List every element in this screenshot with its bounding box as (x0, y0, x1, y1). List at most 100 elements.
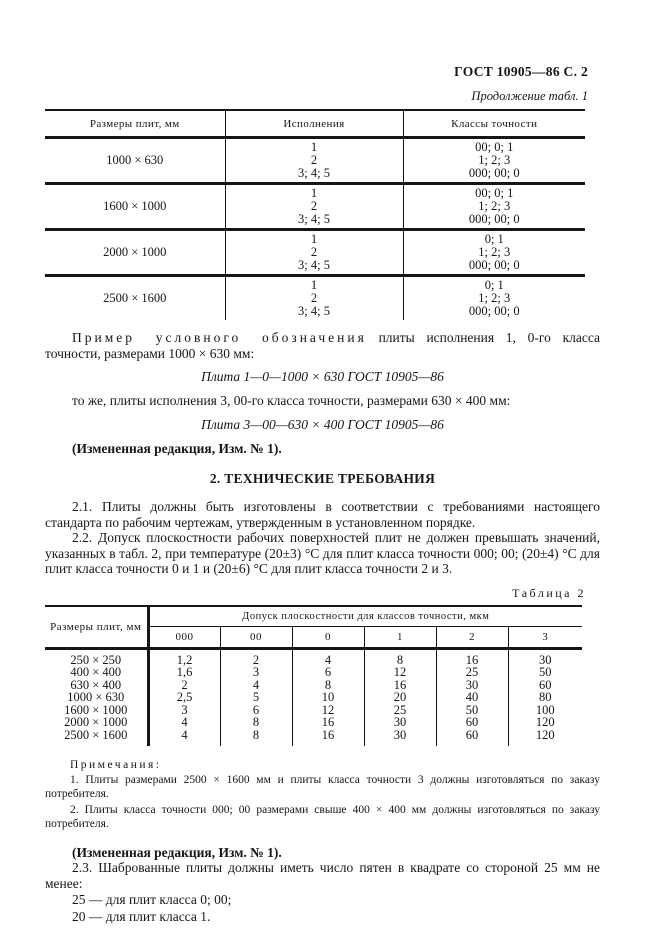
class-line: 1; 2; 3 (478, 153, 511, 167)
tolerance-value: 12 (363, 666, 436, 679)
versions-cell: 1 2 3; 4; 5 (224, 275, 403, 320)
version-line: 2 (310, 199, 318, 213)
tolerance-value: 2 (147, 679, 220, 692)
class-line: 0; 1 (484, 278, 504, 292)
table1-header-row: Размеры плит, мм Исполнения Классы точно… (45, 110, 585, 139)
class-line: 00; 0; 1 (475, 186, 514, 200)
tolerance-value: 20 (363, 691, 436, 704)
tolerance-value: 3 (147, 704, 220, 717)
plate-size: 400 × 400 (45, 666, 150, 679)
table-row: 630 × 400 2 4 8 16 30 60 (45, 679, 583, 692)
classes-cell: 00; 0; 1 1; 2; 3 000; 00; 0 (402, 137, 585, 185)
tolerance-value: 10 (291, 691, 364, 704)
class-header: 000 (148, 626, 220, 650)
version-line: 3; 4; 5 (298, 304, 330, 318)
paragraph-2-3: 2.3. Шаброванные плиты должны иметь числ… (45, 860, 600, 891)
amended-revision-note-1: (Измененная редакция, Изм. № 1). (72, 440, 282, 456)
versions-cell: 1 2 3; 4; 5 (224, 137, 403, 185)
tolerance-value: 40 (435, 691, 508, 704)
tolerance-value: 8 (291, 679, 364, 692)
designation-example-1: Плита 1—0—1000 × 630 ГОСТ 10905—86 (201, 369, 444, 384)
tolerance-value: 50 (507, 666, 583, 679)
table-row: 1000 × 630 1 2 3; 4; 5 00; 0; 1 1; 2; 3 … (45, 137, 585, 185)
table-row: 250 × 250 1,2 2 4 8 16 30 (45, 648, 583, 667)
tolerance-value: 5 (219, 691, 292, 704)
table1-plate-sizes: Размеры плит, мм Исполнения Классы точно… (45, 109, 585, 320)
class-header: 3 (507, 626, 583, 650)
class-header: 0 (291, 626, 364, 650)
tolerance-value: 60 (435, 716, 508, 730)
version-line: 1 (310, 140, 318, 154)
tolerance-value: 30 (363, 716, 436, 730)
tolerance-value: 4 (219, 679, 292, 692)
class-line: 000; 00; 0 (468, 212, 520, 226)
section-2-heading: 2. ТЕХНИЧЕСКИЕ ТРЕБОВАНИЯ (209, 471, 436, 486)
same-as-paragraph: то же, плиты исполнения 3, 00-го класса … (72, 393, 511, 408)
class-line: 00; 0; 1 (475, 140, 514, 154)
amended-revision-note-2: (Измененная редакция, Изм. № 1). (72, 844, 282, 860)
table2-subheader-row: 000 00 0 1 2 3 (45, 626, 583, 650)
table1-header-classes: Классы точности (402, 110, 585, 139)
tolerance-value: 30 (507, 648, 583, 667)
version-line: 2 (310, 291, 318, 305)
tolerance-value: 4 (147, 729, 220, 746)
plate-size: 1000 × 630 (45, 137, 225, 185)
version-line: 3; 4; 5 (298, 212, 330, 226)
table-row: 2500 × 1600 1 2 3; 4; 5 0; 1 1; 2; 3 000… (45, 275, 585, 320)
tolerance-value: 30 (435, 679, 508, 692)
plate-size: 2500 × 1600 (103, 291, 167, 305)
tolerance-value: 4 (147, 716, 220, 730)
tolerance-value: 16 (291, 729, 364, 746)
table-row: 1600 × 1000 1 2 3; 4; 5 00; 0; 1 1; 2; 3… (45, 183, 585, 231)
version-line: 3; 4; 5 (298, 166, 330, 180)
tolerance-value: 2,5 (147, 691, 220, 704)
example-lead-spaced: Пример условного обозначения (72, 330, 367, 345)
class-line: 1; 2; 3 (478, 291, 511, 305)
table1-header-sizes: Размеры плит, мм (45, 110, 225, 139)
class-header: 00 (219, 626, 292, 650)
tolerance-value: 12 (291, 704, 364, 717)
tolerance-value: 120 (507, 716, 583, 730)
tolerance-value: 6 (219, 704, 292, 717)
tolerance-value: 100 (507, 704, 583, 717)
notes-label: Примечания: (70, 758, 162, 771)
paragraph-2-2: 2.2. Допуск плоскостности рабочих поверх… (45, 530, 600, 576)
tolerance-value: 60 (435, 729, 508, 746)
tolerance-value: 80 (507, 691, 583, 704)
tolerance-value: 2 (219, 648, 292, 667)
class-line: 000; 00; 0 (468, 166, 520, 180)
tolerance-value: 6 (291, 666, 364, 679)
table-row: 2500 × 1600 4 8 16 30 60 120 (45, 729, 583, 746)
tolerance-value: 8 (219, 716, 292, 730)
class-line: 000; 00; 0 (468, 258, 520, 272)
paragraph-2-1: 2.1. Плиты должны быть изготовлены в соо… (45, 499, 600, 530)
table-row: 1000 × 630 2,5 5 10 20 40 80 (45, 691, 583, 704)
table-row: 2000 × 1000 1 2 3; 4; 5 0; 1 1; 2; 3 000… (45, 229, 585, 277)
class-line: 1; 2; 3 (478, 245, 511, 259)
class-header: 1 (363, 626, 436, 650)
table2-label: Таблица 2 (512, 585, 586, 600)
note-item: 1. Плиты размерами 2500 × 1600 мм и плит… (45, 773, 600, 800)
page-header: ГОСТ 10905—86 С. 2 (454, 64, 588, 79)
tolerance-value: 50 (435, 704, 508, 717)
table-row: 400 × 400 1,6 3 6 12 25 50 (45, 666, 583, 679)
plate-size: 1000 × 630 (45, 691, 150, 704)
plate-size: 2000 × 1000 (45, 229, 225, 277)
tolerance-value: 16 (435, 648, 508, 667)
note-item: 2. Плиты класса точности 000; 00 размера… (45, 803, 600, 830)
example-paragraph: Пример условного обозначения плиты испол… (45, 330, 600, 361)
example-lead-rest: плиты исполнения 1, 0-го класса точности… (45, 330, 601, 361)
table1-header-versions: Исполнения (224, 110, 403, 139)
tolerance-value: 25 (363, 704, 436, 717)
version-line: 2 (310, 245, 318, 259)
tolerance-value: 25 (435, 666, 508, 679)
tolerance-value: 16 (363, 679, 436, 692)
versions-cell: 1 2 3; 4; 5 (224, 229, 403, 277)
version-line: 1 (310, 232, 318, 246)
table-row: 2000 × 1000 4 8 16 30 60 120 (45, 716, 583, 730)
table-continuation-label: Продолжение табл. 1 (471, 89, 588, 103)
version-line: 1 (310, 278, 318, 292)
tolerance-value: 120 (507, 729, 583, 746)
plate-size: 1600 × 1000 (45, 704, 150, 717)
